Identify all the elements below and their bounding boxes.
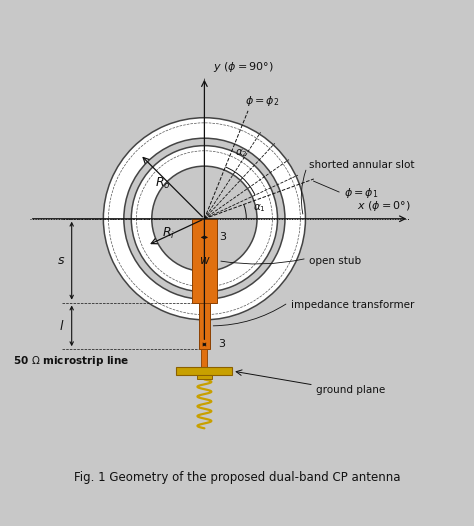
- Text: $\alpha_2$: $\alpha_2$: [235, 148, 247, 159]
- Bar: [198, 219, 211, 302]
- Bar: [201, 349, 208, 372]
- Text: $R_o$: $R_o$: [155, 176, 171, 190]
- Bar: [199, 302, 210, 349]
- Text: $w$: $w$: [199, 254, 210, 267]
- Text: 3: 3: [219, 232, 226, 242]
- Text: 50 $\Omega$ microstrip line: 50 $\Omega$ microstrip line: [13, 354, 130, 368]
- Text: $R_i$: $R_i$: [162, 226, 175, 241]
- Text: 3: 3: [218, 339, 225, 349]
- Bar: [176, 367, 232, 375]
- Text: $s$: $s$: [57, 254, 65, 267]
- Bar: [197, 375, 212, 379]
- Text: impedance transformer: impedance transformer: [291, 300, 414, 310]
- Wedge shape: [103, 118, 305, 320]
- Text: $x\ (\phi=0°)$: $x\ (\phi=0°)$: [357, 199, 410, 213]
- Text: Fig. 1 Geometry of the proposed dual-band CP antenna: Fig. 1 Geometry of the proposed dual-ban…: [74, 471, 400, 484]
- Text: $\phi=\phi_2$: $\phi=\phi_2$: [245, 94, 279, 108]
- Text: $l$: $l$: [59, 319, 64, 333]
- Text: $\phi=\phi_1$: $\phi=\phi_1$: [344, 186, 379, 200]
- Text: ground plane: ground plane: [316, 385, 385, 394]
- Wedge shape: [131, 146, 277, 292]
- Text: $y\ (\phi=90°)$: $y\ (\phi=90°)$: [213, 60, 274, 74]
- Text: shorted annular slot: shorted annular slot: [309, 160, 415, 170]
- Text: open stub: open stub: [309, 256, 361, 266]
- Text: $\alpha_1$: $\alpha_1$: [253, 203, 266, 215]
- Bar: [191, 219, 217, 302]
